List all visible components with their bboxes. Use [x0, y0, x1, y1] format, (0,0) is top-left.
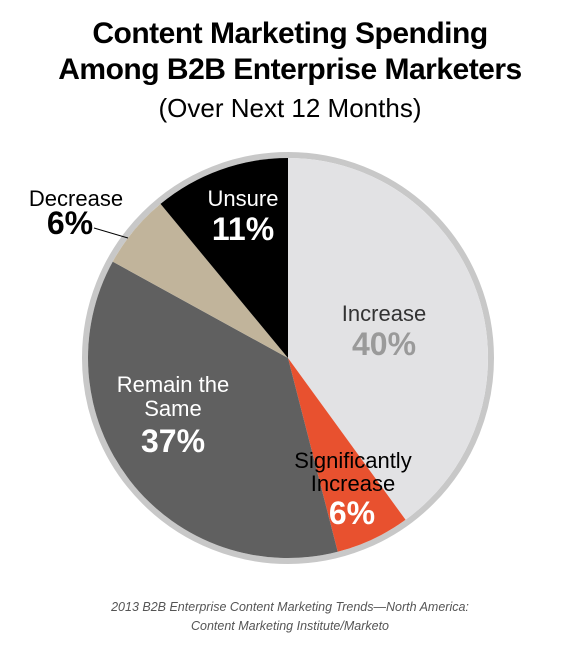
pie-slice-increase: [288, 158, 488, 520]
chart-subtitle: (Over Next 12 Months): [158, 93, 422, 123]
pie-slice-remain-the-same: [88, 261, 338, 558]
source-line-2: Content Marketing Institute/Marketo: [190, 619, 389, 633]
significantly-increase-label-line-2: Increase: [311, 471, 395, 496]
chart-title: Content Marketing Spending Among B2B Ent…: [0, 16, 580, 88]
pie-slice-decrease: [112, 203, 288, 358]
pie-rim: [82, 152, 494, 564]
chart-title-line-1: Content Marketing Spending: [92, 17, 488, 50]
chart-title-line-2: Among B2B Enterprise Marketers: [58, 53, 522, 86]
decrease-label: Decrease: [29, 186, 123, 211]
pie-slice-significantly-increase: [288, 358, 406, 552]
pie-slice-unsure: [160, 158, 288, 358]
remain-the-same-label-line-1: Remain the: [117, 372, 230, 397]
remain-the-same-label-line-2: Same: [144, 396, 201, 421]
source-line-1: 2013 B2B Enterprise Content Marketing Tr…: [111, 600, 469, 614]
decrease-leader-line: [93, 227, 129, 239]
increase-label: Increase: [342, 301, 426, 326]
significantly-increase-value: 6%: [329, 495, 375, 531]
unsure-value: 11%: [212, 211, 274, 247]
source-note: 2013 B2B Enterprise Content Marketing Tr…: [0, 598, 580, 636]
significantly-increase-label-line-1: Significantly: [294, 448, 411, 473]
pie-slices: [88, 158, 488, 558]
decrease-value: 6%: [47, 205, 93, 241]
remain-the-same-value: 37%: [141, 423, 205, 459]
increase-value: 40%: [352, 326, 416, 362]
unsure-label: Unsure: [208, 186, 279, 211]
